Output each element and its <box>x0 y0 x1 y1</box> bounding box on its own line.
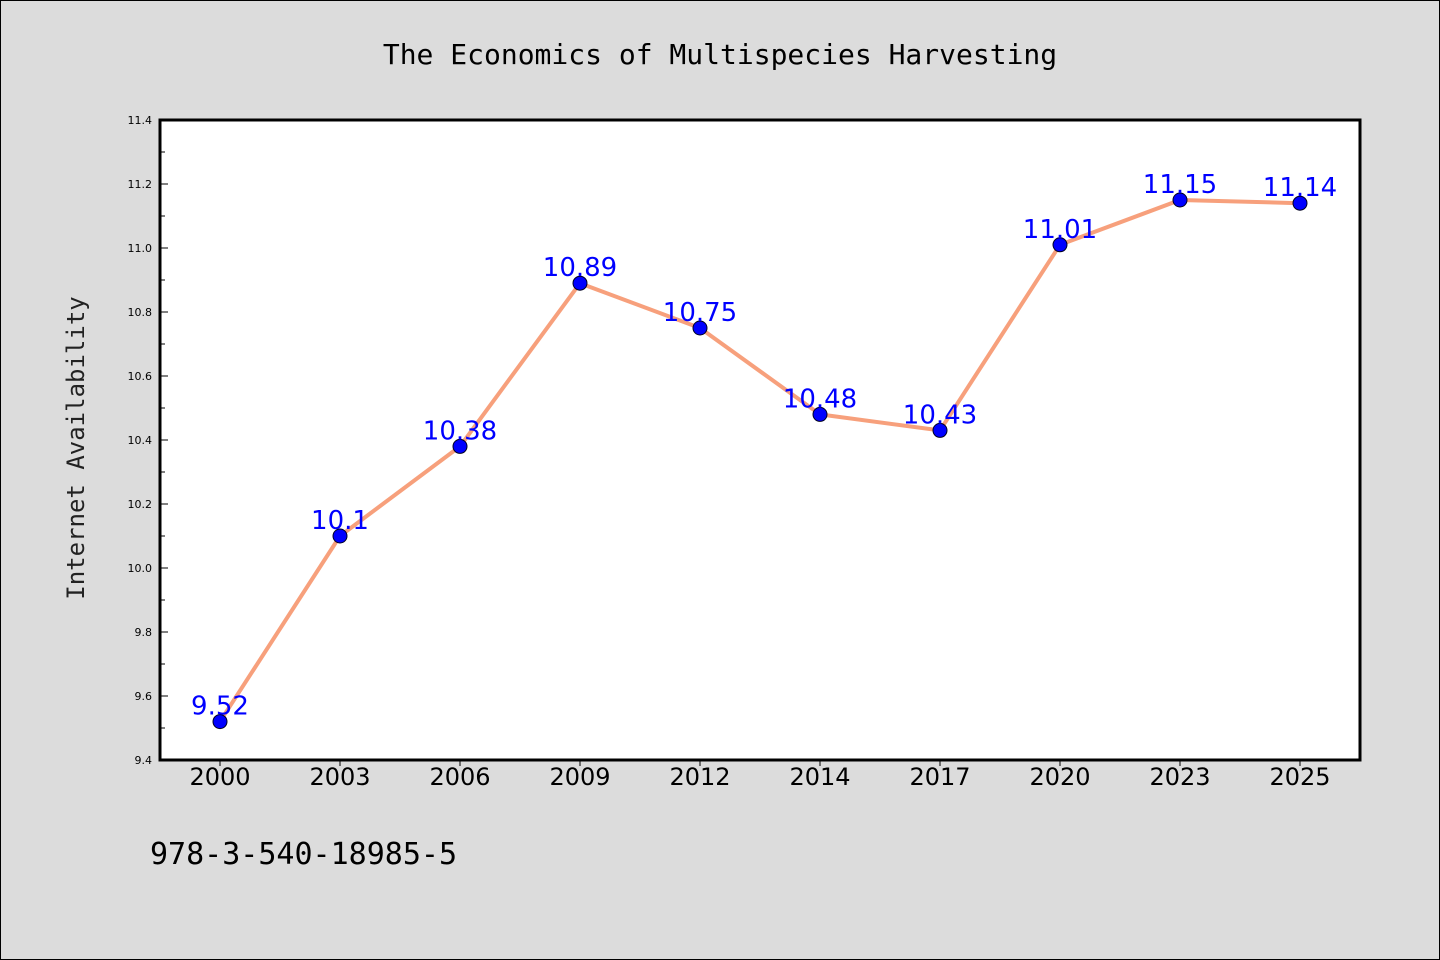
y-tick-label: 9.6 <box>135 690 153 703</box>
data-label: 11.15 <box>1143 170 1217 200</box>
data-point <box>1052 237 1068 253</box>
data-point <box>452 438 468 454</box>
data-label: 11.01 <box>1023 215 1097 245</box>
data-label: 10.48 <box>783 384 857 414</box>
y-tick-label: 10.6 <box>128 370 153 383</box>
data-point <box>1172 192 1188 208</box>
y-tick-label: 10.2 <box>128 498 153 511</box>
data-point <box>332 528 348 544</box>
x-tick-label: 2000 <box>189 763 250 791</box>
y-tick-label: 10.4 <box>128 434 153 447</box>
x-tick-label: 2014 <box>789 763 850 791</box>
data-point <box>1292 195 1308 211</box>
y-tick-label: 10.0 <box>128 562 153 575</box>
x-tick-label: 2017 <box>909 763 970 791</box>
x-tick-label: 2012 <box>669 763 730 791</box>
data-label: 9.52 <box>191 692 249 722</box>
x-tick-label: 2025 <box>1269 763 1330 791</box>
y-tick-label: 11.2 <box>128 178 153 191</box>
data-label: 10.1 <box>311 506 369 536</box>
data-label: 10.38 <box>423 416 497 446</box>
series-line <box>218 198 1301 723</box>
data-point <box>932 422 948 438</box>
x-axis: 2000 2003 2006 2009 2012 2014 2017 2020 2023 2025 <box>189 760 1331 791</box>
data-labels: 9.52 10.1 10.38 10.89 10.75 10.48 10.43 11.01 11… <box>191 170 1337 722</box>
y-axis-label: Internet Availability <box>62 296 90 599</box>
y-tick-label: 9.8 <box>135 626 153 639</box>
data-markers <box>212 192 1308 730</box>
data-label: 10.89 <box>543 253 617 283</box>
y-tick-label: 11.4 <box>128 114 153 127</box>
data-label: 10.43 <box>903 400 977 430</box>
data-point <box>572 275 588 291</box>
x-tick-label: 2020 <box>1029 763 1090 791</box>
y-tick-label: 10.8 <box>128 306 153 319</box>
y-tick-label: 9.4 <box>135 754 153 767</box>
data-point <box>692 320 708 336</box>
x-tick-label: 2023 <box>1149 763 1210 791</box>
x-tick-label: 2006 <box>429 763 490 791</box>
x-tick-label: 2003 <box>309 763 370 791</box>
data-label: 10.75 <box>663 298 737 328</box>
plot-area <box>160 120 1360 760</box>
chart-title: The Economics of Multispecies Harvesting <box>383 38 1057 71</box>
data-label: 11.14 <box>1263 173 1337 203</box>
plot-border <box>158 118 1362 762</box>
y-tick-label: 11.0 <box>128 242 153 255</box>
data-point <box>212 714 228 730</box>
data-point <box>812 406 828 422</box>
footnote-text: 978-3-540-18985-5 <box>150 837 457 872</box>
x-tick-label: 2009 <box>549 763 610 791</box>
